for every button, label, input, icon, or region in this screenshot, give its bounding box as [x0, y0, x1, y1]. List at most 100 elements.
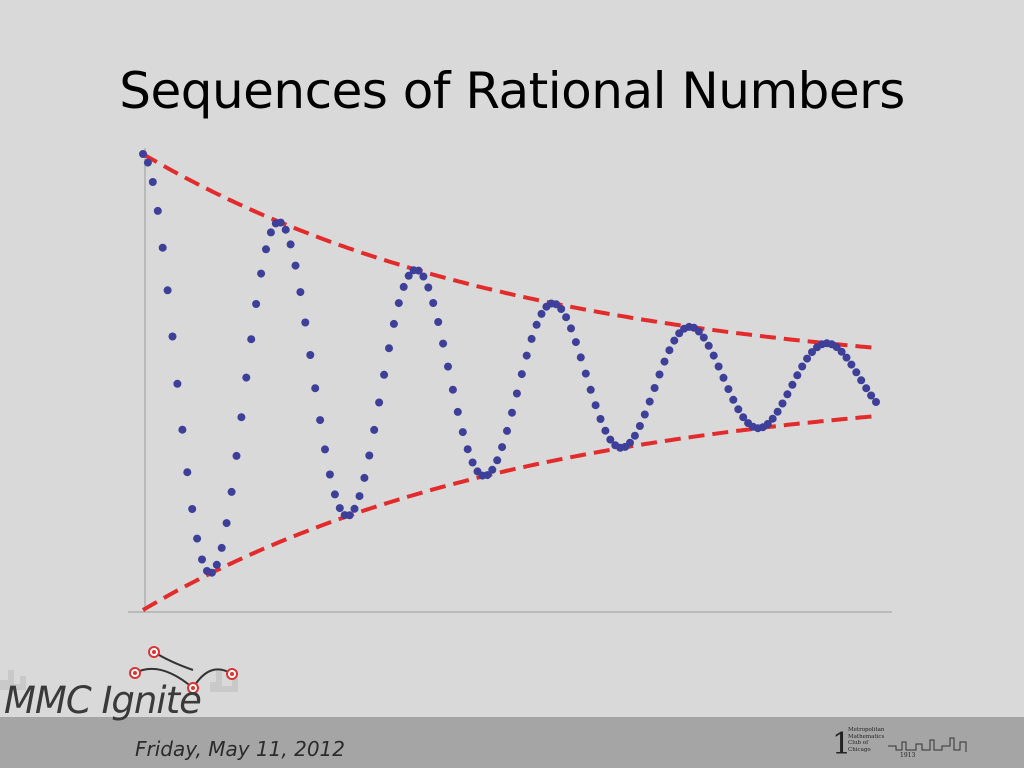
sequence-point [630, 431, 639, 440]
sequence-point [837, 347, 846, 356]
sequence-point [867, 391, 876, 400]
sequence-point [394, 299, 403, 308]
sequence-point [709, 351, 718, 360]
sequence-point [852, 368, 861, 377]
sequence-point [857, 376, 866, 385]
sequence-point [665, 346, 674, 355]
sequence-point [798, 362, 807, 371]
sequence-point [198, 555, 206, 564]
sequence-point [350, 504, 359, 513]
sequence-point [704, 341, 713, 350]
sequence-point [532, 320, 541, 329]
sequence-point [276, 218, 285, 227]
sequence-point [266, 228, 275, 237]
sequence-point [325, 470, 334, 479]
sequence-point [148, 178, 157, 186]
sequence-point [586, 385, 595, 394]
sequence-point [768, 414, 777, 423]
sequence-point [286, 240, 295, 249]
sequence-point [512, 389, 521, 398]
sequence-point [699, 333, 708, 342]
sequence-point [694, 327, 703, 336]
sequence-point [591, 401, 600, 410]
sequence-point [635, 422, 644, 430]
envelope-lines [141, 152, 877, 612]
sequence-point [739, 413, 748, 422]
sequence-point [714, 362, 723, 371]
sequence-point [242, 373, 251, 382]
sequence-point [483, 471, 492, 480]
sequence-point [778, 399, 787, 408]
sequence-point [517, 370, 526, 379]
sequence-point [655, 370, 664, 379]
club-name: Metropolitan Mathematics Club of Chicago [848, 727, 888, 753]
club-year: 1913 [900, 752, 916, 759]
sequence-point [335, 504, 344, 513]
sequence-point [207, 568, 216, 577]
club-line: Metropolitan [848, 727, 885, 733]
sequence-point [567, 324, 575, 333]
sequence-point [168, 332, 177, 341]
sequence-point [596, 415, 605, 423]
slide-title: Sequences of Rational Numbers [119, 62, 905, 120]
sequence-point [321, 445, 329, 454]
sequence-point [193, 534, 202, 543]
sequence-point [444, 362, 452, 371]
sequence-point [773, 407, 782, 416]
sequence-point [237, 413, 246, 422]
sequence-point [429, 299, 438, 307]
sequence-point [503, 426, 511, 435]
sequence-point [257, 269, 266, 278]
club-line: Chicago [848, 746, 871, 753]
sequence-point [173, 379, 182, 388]
sequence-point [640, 410, 649, 419]
ignite-logo-icon [0, 646, 238, 694]
club-numeral: 1 [832, 727, 851, 762]
brand-name: MMC Ignite [4, 679, 202, 722]
sequence-point [222, 519, 231, 528]
sequence-point [571, 338, 580, 347]
sequence-point [463, 445, 472, 454]
sequence-point [178, 425, 187, 434]
club-line: Mathematics [848, 733, 885, 740]
sequence-point [424, 283, 433, 292]
sequence-point [380, 370, 389, 379]
sequence-point [296, 288, 305, 297]
sequence-point [291, 261, 300, 270]
sequence-point [488, 465, 497, 474]
sequence-point [522, 351, 531, 360]
sequence-point [360, 473, 369, 482]
sequence-point [527, 334, 536, 343]
sequence-point [803, 354, 812, 363]
club-line: Club of [848, 740, 869, 746]
sequence-point [660, 357, 669, 366]
sequence-point [498, 443, 507, 452]
sequence-point [508, 408, 516, 417]
sequence-point [458, 428, 467, 437]
sequence-point [365, 451, 374, 460]
sequence-point [872, 398, 880, 406]
sequence-point [183, 468, 192, 477]
sequence-point [385, 344, 393, 353]
sequence-point [729, 395, 738, 404]
sequence-point [793, 371, 802, 380]
sequence-point [247, 335, 256, 344]
sequence-point [468, 458, 477, 467]
footer-bar [0, 717, 1024, 768]
sequence-point [311, 384, 320, 393]
sequence-point [601, 426, 610, 435]
sequence-point [808, 348, 816, 357]
sequence-point [306, 351, 315, 359]
sequence-point [217, 543, 226, 552]
sequence-point [158, 243, 167, 252]
sequence-point [788, 380, 797, 389]
sequence-point [448, 385, 457, 394]
sequence-point [399, 282, 408, 291]
sequence-point [163, 286, 172, 295]
sequence-point [389, 319, 398, 328]
sequence-point [262, 245, 270, 254]
sequence-point [626, 438, 634, 447]
sequence-point [375, 398, 384, 407]
sequence-point [581, 369, 590, 378]
